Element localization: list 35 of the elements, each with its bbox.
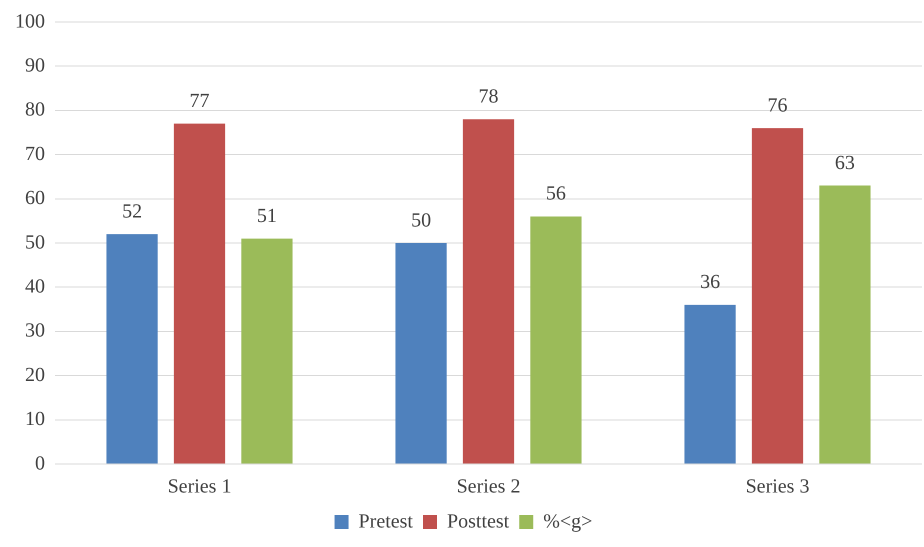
- data-label: 56: [546, 182, 566, 205]
- y-tick-label: 70: [25, 142, 45, 165]
- data-label: 63: [834, 152, 855, 174]
- y-tick-label: 30: [25, 320, 45, 342]
- legend-label: Pretest: [358, 510, 414, 532]
- legend-label: Posttest: [446, 510, 510, 532]
- bar: [241, 238, 293, 464]
- bar: [752, 128, 804, 464]
- data-label: 36: [700, 271, 720, 294]
- bar: [462, 119, 514, 464]
- y-tick-label: 10: [25, 408, 45, 430]
- y-tick-label: 20: [25, 364, 45, 386]
- y-tick-label: 0: [35, 452, 45, 474]
- x-tick-label: Series 2: [456, 475, 520, 498]
- x-tick-label: Series 1: [168, 475, 232, 498]
- bar: [684, 304, 736, 464]
- data-label: 52: [122, 200, 142, 222]
- data-label: 50: [411, 209, 432, 232]
- data-label: 77: [190, 90, 210, 112]
- bar: [819, 186, 871, 464]
- y-tick-label: 90: [25, 54, 45, 76]
- data-label: 51: [256, 204, 277, 227]
- y-tick-label: 80: [25, 98, 45, 121]
- bar: [174, 124, 226, 464]
- y-tick-label: 100: [15, 10, 45, 32]
- y-tick-label: 60: [25, 187, 45, 210]
- y-tick-label: 40: [25, 275, 45, 298]
- y-tick-label: 50: [25, 231, 45, 254]
- bar: [530, 216, 582, 464]
- bar: [395, 243, 447, 464]
- x-tick-label: Series 3: [746, 475, 810, 498]
- bar: [106, 234, 158, 464]
- data-label: 76: [768, 94, 788, 116]
- legend-label: %<g>: [543, 510, 592, 532]
- data-label: 78: [478, 85, 498, 108]
